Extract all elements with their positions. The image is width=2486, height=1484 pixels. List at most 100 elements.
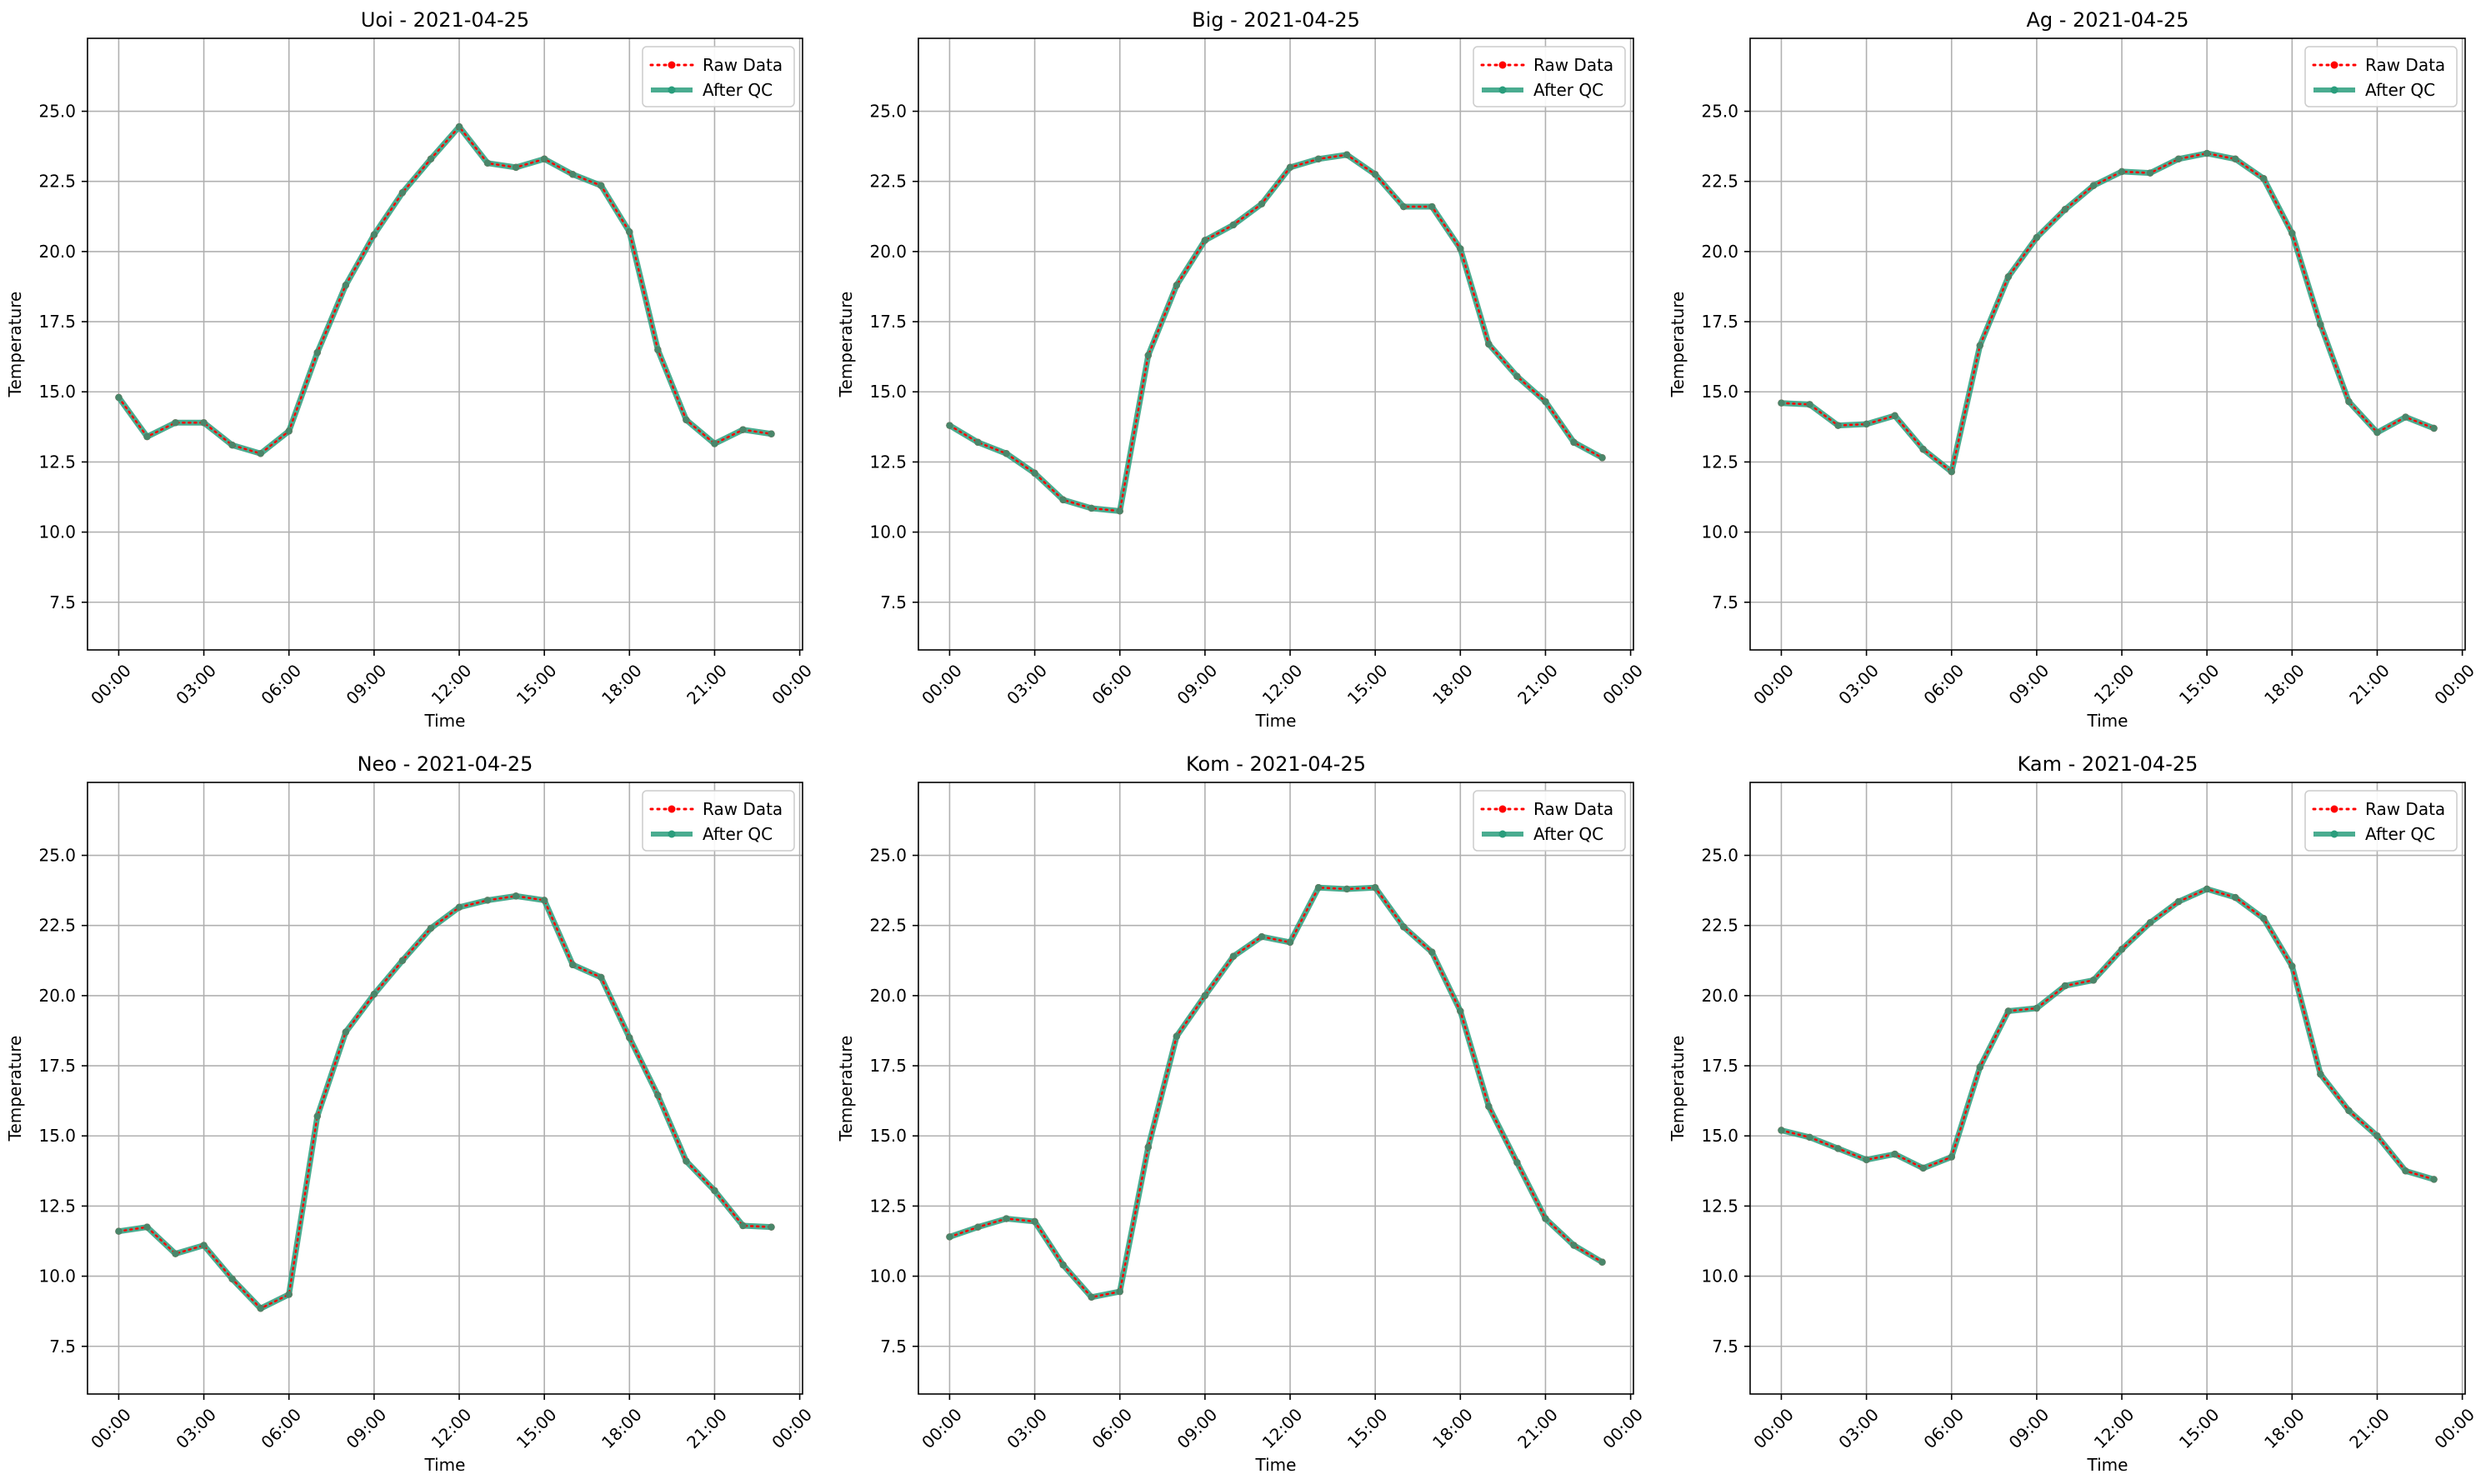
after-qc-point (1229, 221, 1238, 229)
after-qc-point (683, 1157, 690, 1165)
legend-label-raw-data: Raw Data (703, 55, 783, 75)
y-tick-label: 22.5 (1701, 172, 1738, 192)
y-tick-label: 25.0 (1701, 102, 1738, 122)
after-qc-point (172, 419, 179, 427)
after-qc-point (427, 155, 435, 162)
legend-marker-raw-data (2330, 61, 2338, 69)
series-line-raw-data (118, 895, 773, 1310)
x-tick-label: 12:00 (2090, 660, 2138, 708)
after-qc-point (2174, 897, 2183, 906)
x-tick-label: 15:00 (1343, 1404, 1392, 1452)
legend-marker-raw-data (668, 805, 676, 813)
after-qc-point (2004, 1007, 2013, 1015)
y-axis-label: Temperature (5, 1036, 25, 1142)
after-qc-point (739, 1222, 747, 1230)
x-tick-label: 00:00 (87, 1404, 135, 1452)
axes-frame (1749, 782, 2466, 1395)
after-qc-point (1948, 1153, 1955, 1161)
after-qc-point (2345, 1107, 2353, 1115)
after-qc-point (598, 973, 605, 982)
y-tick-label: 10.0 (869, 522, 907, 542)
axes-frame (87, 782, 803, 1395)
after-qc-point (2430, 424, 2438, 432)
after-qc-point (768, 430, 775, 437)
x-tick-label: 15:00 (513, 1404, 561, 1452)
series-line-raw-data (118, 125, 773, 455)
after-qc-point (1428, 948, 1436, 956)
after-qc-point (2232, 155, 2239, 162)
after-qc-point (143, 1223, 151, 1231)
y-tick-label: 7.5 (49, 592, 76, 612)
x-tick-label: 06:00 (1919, 1404, 1968, 1452)
after-qc-point (2033, 1004, 2041, 1012)
after-qc-point (1485, 340, 1493, 348)
subplot-6: 7.5 10.0 12.5 15.0 17.5 20.0 22.5 25.0 00:00 03:0… (1668, 752, 2478, 1475)
after-qc-point (2089, 977, 2098, 984)
x-tick-label: 21:00 (2345, 1404, 2393, 1452)
legend: Raw Data After QC (642, 790, 795, 852)
after-qc-point (143, 432, 151, 441)
y-tick-label: 25.0 (38, 846, 76, 866)
legend-marker-after-qc (1498, 830, 1507, 838)
after-qc-point (2146, 169, 2154, 177)
after-qc-point (2089, 182, 2098, 189)
after-qc-point (2061, 206, 2069, 213)
after-qc-point (1598, 454, 1606, 462)
y-tick-label: 15.0 (1701, 1126, 1738, 1146)
y-tick-label: 10.0 (38, 522, 76, 542)
y-axis-label: Temperature (836, 1036, 856, 1142)
after-qc-point (739, 426, 747, 433)
after-qc-point (2174, 155, 2183, 162)
x-tick-label: 15:00 (1343, 660, 1392, 708)
after-qc-point (946, 422, 953, 429)
after-qc-point (512, 163, 520, 172)
after-qc-point (370, 231, 378, 238)
after-qc-point (257, 450, 264, 457)
legend-label-after-qc: After QC (703, 824, 773, 844)
y-tick-label: 22.5 (869, 172, 907, 192)
y-tick-label: 20.0 (1701, 242, 1738, 262)
legend-marker-raw-data (1498, 61, 1507, 69)
legend-marker-after-qc (668, 830, 676, 838)
after-qc-point (974, 1223, 982, 1231)
after-qc-point (1976, 342, 1983, 349)
y-tick-label: 17.5 (38, 312, 76, 332)
after-qc-point (200, 1242, 208, 1249)
x-tick-label: 00:00 (1598, 1404, 1647, 1452)
plot-area (88, 782, 803, 1394)
after-qc-point (1778, 399, 1785, 407)
after-qc-point (398, 957, 407, 965)
subplot-5: 7.5 10.0 12.5 15.0 17.5 20.0 22.5 25.0 00:00 03:0… (836, 752, 1647, 1475)
after-qc-point (1343, 885, 1351, 893)
x-axis-label: Time (1255, 1455, 1297, 1475)
after-qc-point (1088, 1293, 1095, 1302)
after-qc-point (2317, 1070, 2324, 1078)
x-tick-label: 18:00 (1428, 660, 1477, 708)
series-line-raw-data (948, 886, 1603, 1299)
after-qc-point (2288, 229, 2296, 237)
after-qc-point (598, 182, 605, 189)
y-tick-label: 25.0 (38, 102, 76, 122)
after-qc-point (1144, 1143, 1152, 1151)
after-qc-point (569, 171, 577, 178)
y-axis-label: Temperature (1668, 1036, 1688, 1142)
after-qc-point (2345, 397, 2353, 406)
after-qc-point (1778, 1127, 1785, 1134)
after-qc-point (1806, 401, 1813, 408)
after-qc-point (1371, 171, 1379, 178)
after-qc-point (2232, 893, 2239, 902)
legend: Raw Data After QC (1473, 790, 1626, 852)
after-qc-point (540, 155, 548, 162)
subplot-3: 7.5 10.0 12.5 15.0 17.5 20.0 22.5 25.0 00:00 03:0… (1668, 8, 2478, 731)
x-tick-label: 00:00 (1749, 660, 1798, 708)
after-qc-point (1144, 352, 1152, 359)
y-tick-label: 22.5 (1701, 916, 1738, 936)
plot-area (1750, 782, 2465, 1394)
y-axis-label: Temperature (836, 292, 856, 398)
legend: Raw Data After QC (642, 46, 795, 107)
legend-label-raw-data: Raw Data (2365, 55, 2445, 75)
after-qc-point (2430, 1176, 2438, 1183)
x-axis-label: Time (424, 1455, 466, 1475)
x-tick-label: 03:00 (1834, 660, 1883, 708)
after-qc-point (2004, 272, 2013, 281)
